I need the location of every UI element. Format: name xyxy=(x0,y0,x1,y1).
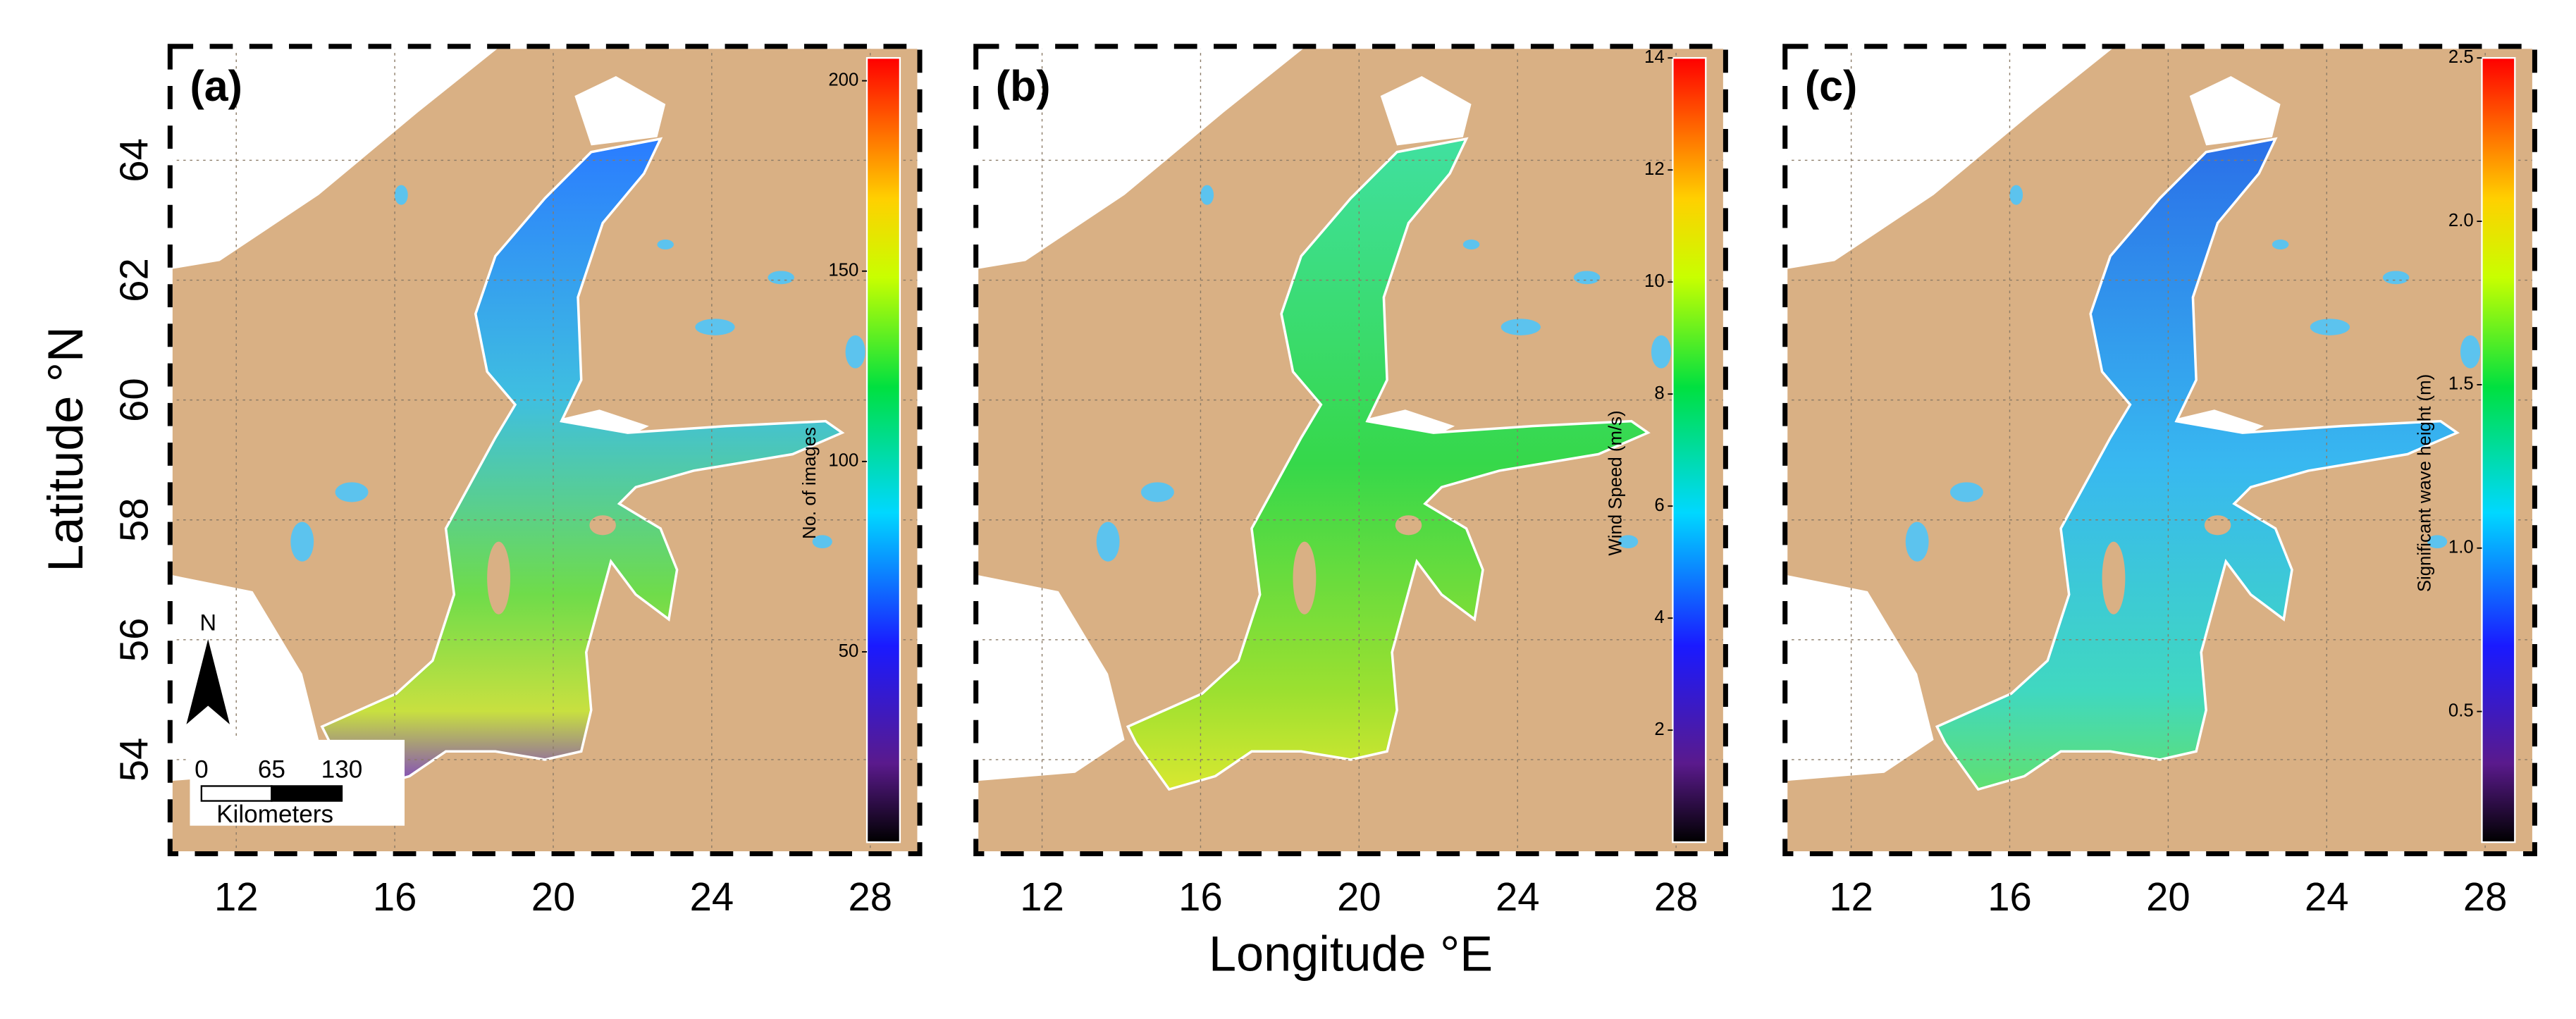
colorbar-tick-label: 100 xyxy=(828,451,858,471)
colorbar-tick-label: 50 xyxy=(839,641,859,661)
scale-unit: Kilometers xyxy=(216,801,333,828)
x-tick-label: 24 xyxy=(1496,875,1540,919)
north-arrow xyxy=(183,635,233,729)
x-tick-label: 12 xyxy=(1829,875,1873,919)
x-tick-label: 28 xyxy=(848,875,892,919)
colorbar-label: No. of images xyxy=(800,427,820,539)
scale-segment xyxy=(271,785,343,802)
colorbar-tick-label: 14 xyxy=(1644,47,1665,67)
scale-box xyxy=(190,739,405,826)
x-tick-label: 12 xyxy=(214,875,259,919)
colorbar-label: Wind Speed (m/s) xyxy=(1606,410,1626,555)
colorbar-tick-label: 4 xyxy=(1654,607,1664,627)
frame-dashes xyxy=(1782,44,2537,857)
frame-dashes xyxy=(973,44,1728,857)
panel-label: (b) xyxy=(996,62,1051,110)
colorbar-tick-label: 8 xyxy=(1654,383,1664,403)
colorbar-tick-label: 200 xyxy=(828,70,858,89)
panel-label: (c) xyxy=(1805,62,1857,110)
x-tick-label: 28 xyxy=(1654,875,1699,919)
frame-dashes xyxy=(167,44,923,857)
map-panel: 12 16 20 24 28 54 56 58 60 62 64 (a) 50 100 150 200 No. … xyxy=(111,44,923,919)
colorbar-label: Significant wave height (m) xyxy=(2415,374,2435,592)
colorbar xyxy=(865,57,901,844)
x-tick-label: 24 xyxy=(2305,875,2349,919)
colorbar-tick-label: 12 xyxy=(1644,159,1665,179)
x-tick-label: 24 xyxy=(690,875,734,919)
colorbar-tick-label: 10 xyxy=(1644,271,1665,291)
colorbar-tick-label: 6 xyxy=(1654,495,1664,515)
y-tick-label: 56 xyxy=(111,618,156,662)
colorbar-tick-label: 1.5 xyxy=(2448,374,2474,394)
y-tick-label: 62 xyxy=(111,258,156,302)
scale-bar: N 0 65 130 Kilometers xyxy=(183,610,405,828)
panels: 12 16 20 24 28545658606264(a)50100150200No. … xyxy=(111,44,2537,919)
scale-tick-label: 0 xyxy=(195,756,209,784)
panel-label: (a) xyxy=(190,62,242,110)
colorbar-tick-label: 2 xyxy=(1654,720,1664,739)
x-tick-label: 20 xyxy=(1337,875,1381,919)
x-tick-label: 20 xyxy=(531,875,576,919)
scale-segment xyxy=(200,785,273,802)
x-tick-label: 16 xyxy=(1988,875,2032,919)
scale-tick-label: 65 xyxy=(258,756,285,784)
colorbar xyxy=(2481,57,2516,844)
y-tick-label: 54 xyxy=(111,738,156,782)
scale-tick-label: 130 xyxy=(321,756,363,784)
y-axis-label: Latitude °N xyxy=(37,326,93,572)
colorbar-tick-label: 2.0 xyxy=(2448,211,2474,230)
x-tick-label: 16 xyxy=(373,875,417,919)
map-panel: 12 16 20 24 28 (c) 0.5 1.0 1.5 2.0 2.5 Significant … xyxy=(1782,44,2537,919)
x-tick-label: 16 xyxy=(1178,875,1223,919)
x-tick-label: 28 xyxy=(2463,875,2508,919)
y-tick-label: 64 xyxy=(111,138,156,183)
y-tick-label: 60 xyxy=(111,378,156,422)
colorbar-tick-label: 0.5 xyxy=(2448,700,2474,720)
colorbar-tick-label: 150 xyxy=(828,261,858,280)
colorbar-tick-label: 1.0 xyxy=(2448,538,2474,557)
x-tick-label: 20 xyxy=(2146,875,2190,919)
colorbar xyxy=(1672,57,1707,844)
x-tick-label: 12 xyxy=(1020,875,1064,919)
x-axis-label: Longitude °E xyxy=(1209,926,1493,982)
north-label: N xyxy=(199,610,216,636)
y-tick-label: 58 xyxy=(111,498,156,542)
colorbar-tick-label: 2.5 xyxy=(2448,47,2474,67)
